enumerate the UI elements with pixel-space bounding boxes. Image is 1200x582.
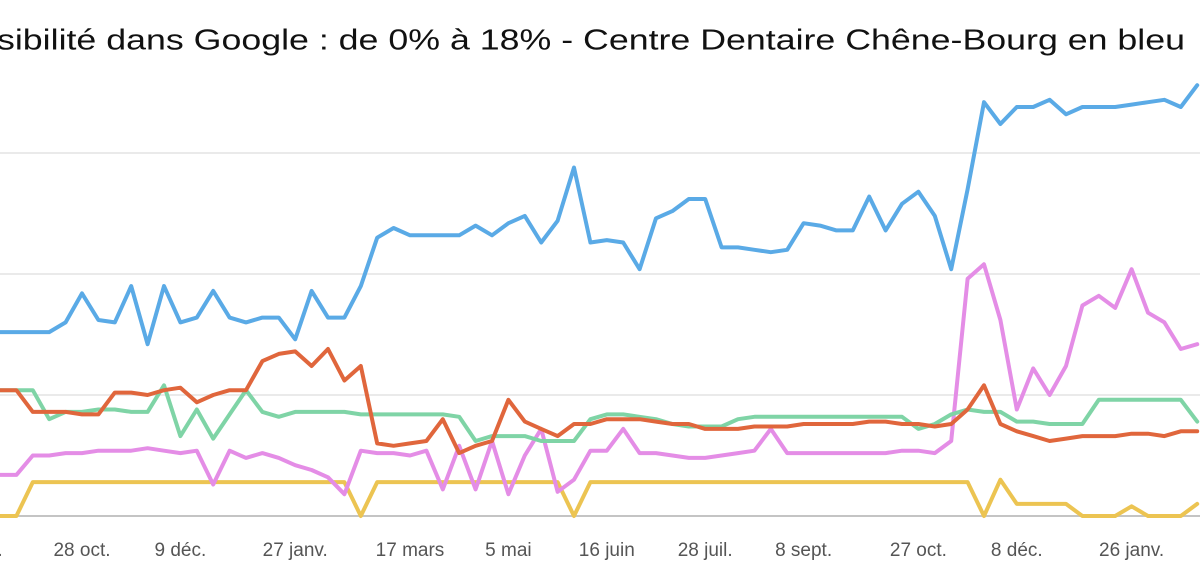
series-line: [0, 383, 1200, 443]
series-line: [0, 347, 1200, 456]
series-line: [0, 477, 1200, 518]
x-tick-label: .: [0, 540, 3, 561]
x-tick-label: 5 mai: [485, 540, 531, 561]
x-tick-label: 26 janv.: [1099, 540, 1164, 561]
x-tick-label: 16 juin: [579, 540, 635, 561]
series-line: [0, 262, 1200, 497]
series-line: [0, 83, 1200, 347]
chart-title: sibilité dans Google : de 0% à 18% - Cen…: [0, 25, 1185, 57]
x-tick-label: 27 oct.: [890, 540, 947, 561]
x-tick-label: 28 juil.: [678, 540, 733, 561]
x-tick-label: 17 mars: [376, 540, 445, 561]
x-tick-label: 9 déc.: [155, 540, 207, 561]
x-tick-label: 8 sept.: [775, 540, 832, 561]
x-tick-label: 28 oct.: [53, 540, 110, 561]
x-tick-label: 8 déc.: [991, 540, 1043, 561]
x-tick-label: 27 janv.: [263, 540, 328, 561]
